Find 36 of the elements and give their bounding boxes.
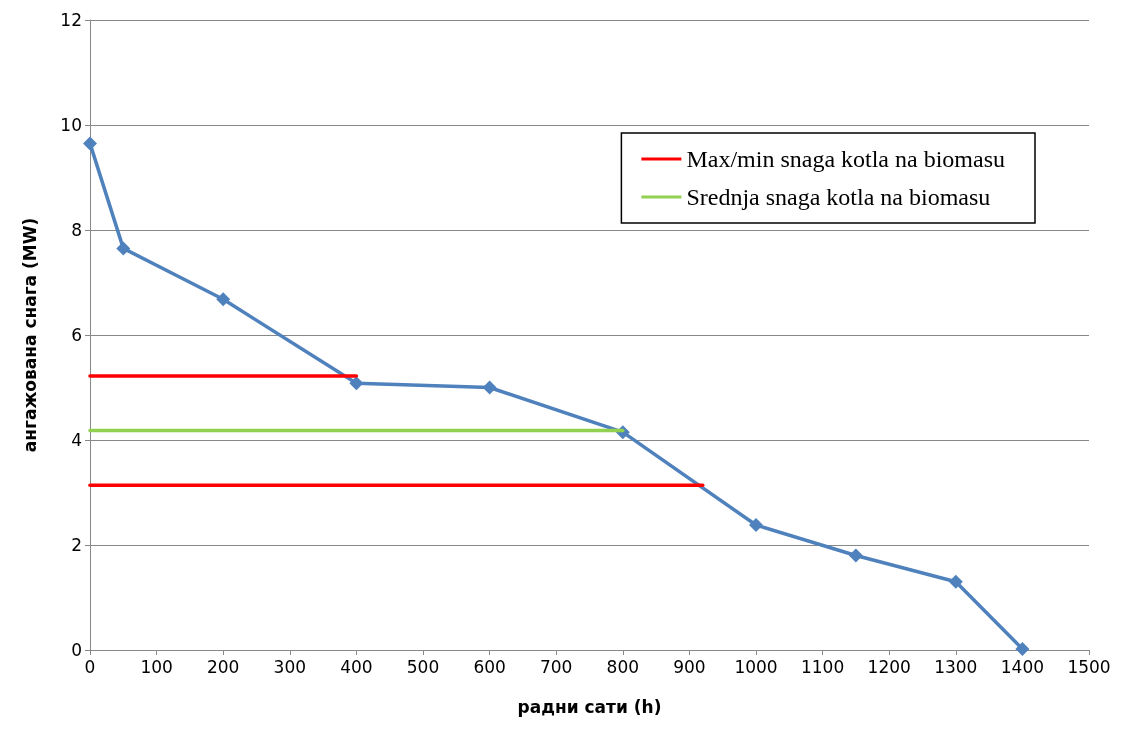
- point: [1015, 641, 1030, 656]
- x-tick-label: 1400: [1000, 656, 1045, 677]
- point: [116, 241, 131, 256]
- y-tick-label: 0: [71, 640, 82, 660]
- point: [216, 292, 231, 307]
- x-tick-label: 500: [406, 656, 440, 677]
- x-tick-label: 1300: [934, 656, 978, 677]
- y-tick-label: 6: [71, 325, 82, 345]
- x-tick-label: 1500: [1067, 656, 1111, 677]
- x-tick-label: 900: [673, 656, 706, 677]
- x-tick-label: 1000: [734, 656, 778, 677]
- point: [482, 380, 497, 395]
- y-tick-label: 10: [60, 115, 82, 135]
- point: [848, 548, 863, 563]
- x-tick-label: 200: [206, 656, 240, 677]
- x-axis-title: радни сати (h): [517, 696, 662, 717]
- y-tick-label: 2: [71, 535, 82, 555]
- y-tick-label: 8: [71, 220, 82, 240]
- x-tick-label: 600: [473, 656, 506, 677]
- x-tick-label: 700: [539, 656, 573, 677]
- x-tick-label: 0: [84, 656, 96, 677]
- point: [749, 518, 763, 533]
- x-tick-label: 1200: [867, 656, 911, 677]
- legend-label: Max/min snaga kotla na biomasu: [686, 146, 1005, 172]
- x-tick-label: 800: [606, 656, 640, 677]
- point: [948, 574, 963, 589]
- legend-label: Srednja snaga kotla na biomasu: [686, 184, 991, 210]
- x-tick-label: 300: [273, 656, 307, 677]
- y-tick-label: 12: [60, 10, 82, 30]
- y-tick-label: 4: [71, 430, 82, 450]
- point: [349, 376, 364, 391]
- point: [83, 136, 97, 151]
- x-tick-label: 400: [340, 656, 373, 677]
- x-tick-label: 1100: [800, 656, 845, 677]
- y-axis-title: ангажована снага (MW): [19, 217, 40, 453]
- x-tick-label: 100: [140, 656, 173, 677]
